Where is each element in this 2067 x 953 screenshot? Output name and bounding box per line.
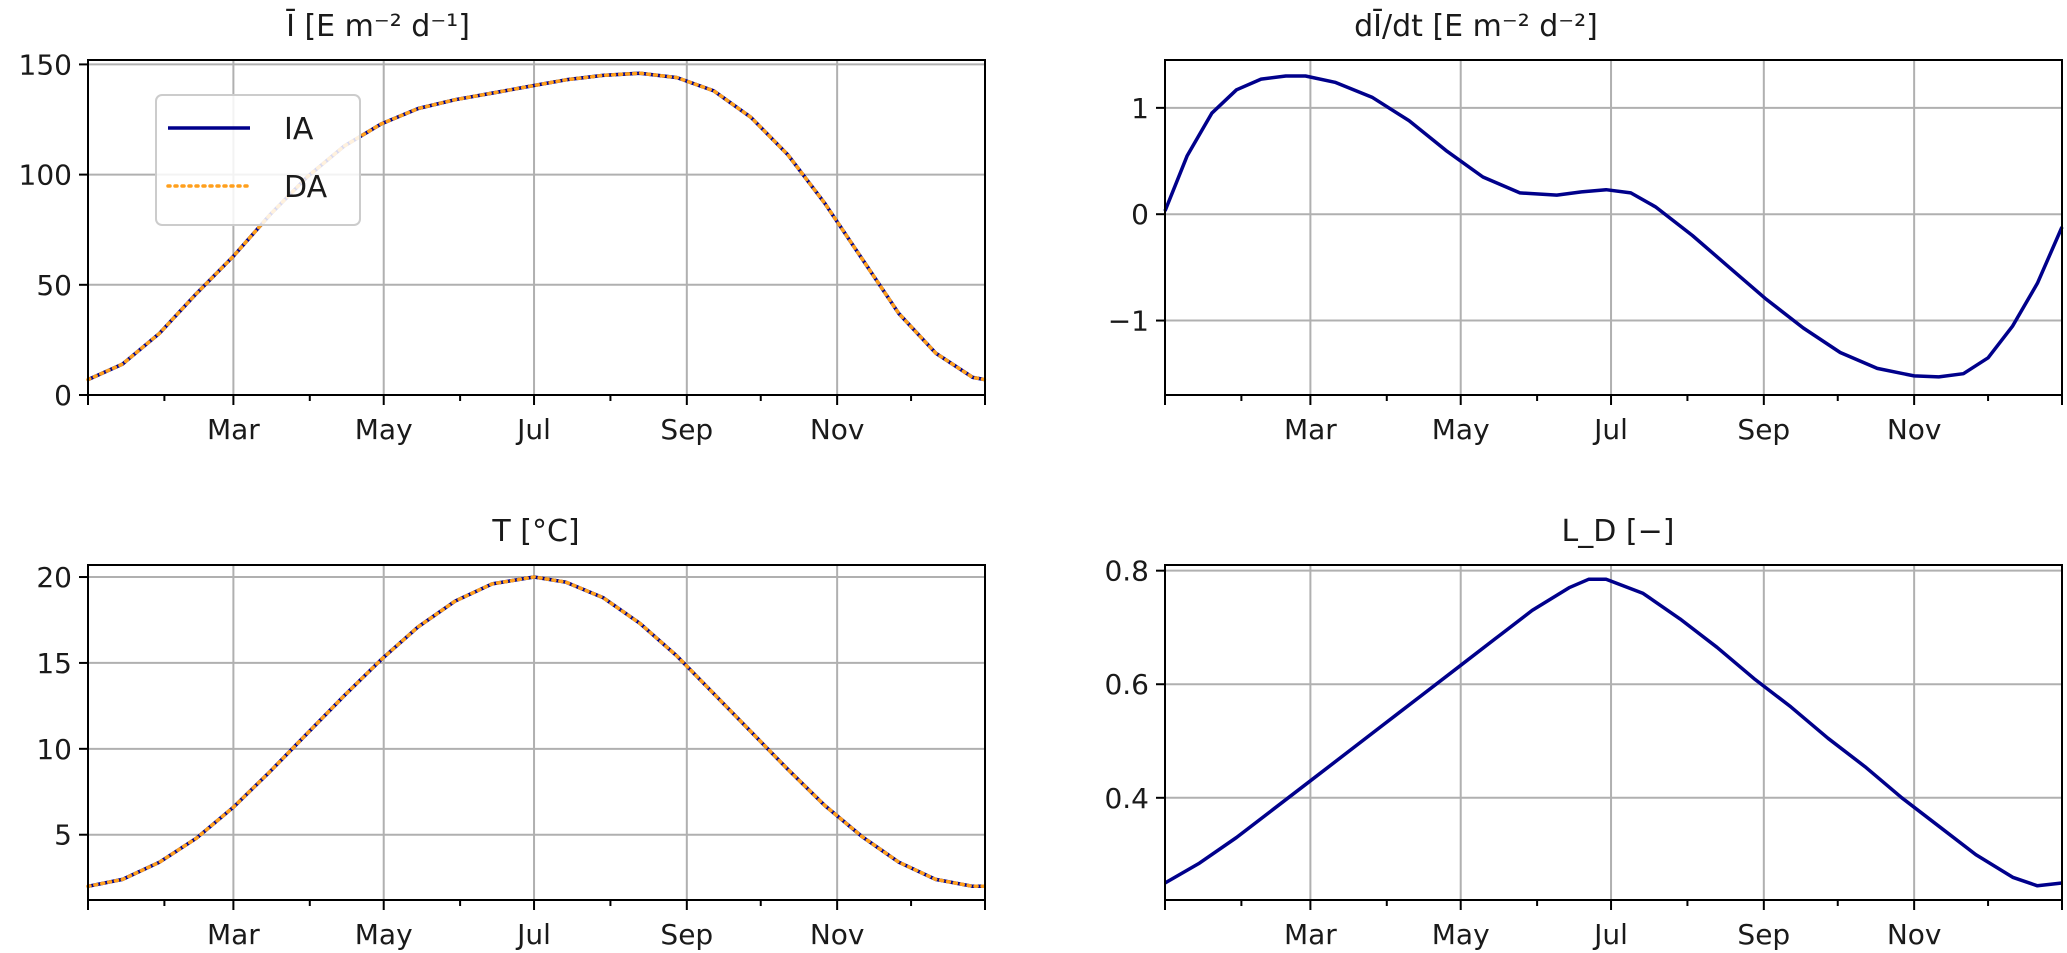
y-tick-label: 1 [1131, 92, 1149, 125]
axes-frame [87, 59, 986, 396]
y-tick-label: 0.8 [1104, 555, 1149, 588]
x-tick-label: May [1432, 918, 1490, 951]
x-tick-label: Nov [1887, 413, 1942, 446]
y-tick-label: 150 [19, 48, 72, 81]
x-tick-label: May [355, 413, 413, 446]
panel-title: dĪ/dt [E m⁻² d⁻²] [1354, 8, 1598, 44]
y-tick-label: 0 [1131, 198, 1149, 231]
x-tick-label: Jul [1592, 413, 1628, 446]
x-tick-label: Nov [810, 413, 865, 446]
legend-label-da: DA [284, 170, 328, 205]
y-tick-label: 0 [54, 379, 72, 412]
y-tick-label: −1 [1108, 305, 1149, 338]
x-tick-label: Sep [660, 413, 713, 446]
y-tick-label: 0.6 [1104, 668, 1149, 701]
panel-title: T [°C] [491, 514, 579, 549]
legend: IA DA [155, 94, 361, 226]
x-tick-label: Jul [1592, 918, 1628, 951]
panel-title: Ī [E m⁻² d⁻¹] [286, 8, 470, 44]
x-tick-label: Jul [515, 918, 551, 951]
series-line [1164, 577, 2063, 888]
x-tick-label: May [355, 918, 413, 951]
axes-frame [87, 564, 986, 901]
y-tick-label: 5 [54, 819, 72, 852]
x-tick-label: Mar [207, 918, 260, 951]
panel-title: L_D [−] [1562, 514, 1675, 549]
x-tick-label: Mar [1284, 918, 1337, 951]
y-tick-label: 0.4 [1104, 782, 1149, 815]
y-tick-label: 20 [36, 561, 72, 594]
x-tick-label: Mar [1284, 413, 1337, 446]
legend-label-ia: IA [284, 112, 314, 147]
y-tick-label: 15 [36, 647, 72, 680]
x-tick-label: Mar [207, 413, 260, 446]
legend-box [155, 94, 361, 226]
x-tick-label: Sep [1737, 413, 1790, 446]
axes-frame [1164, 59, 2063, 396]
panel-temperature: T [°C] 20 15 10 5 Mar May Jul Sep Nov [36, 514, 987, 951]
x-tick-label: Sep [1737, 918, 1790, 951]
x-tick-label: Nov [1887, 918, 1942, 951]
x-tick-label: Sep [660, 918, 713, 951]
series-line-da [86, 71, 987, 382]
panel-irradiance-derivative: dĪ/dt [E m⁻² d⁻²] 1 0 −1 Mar May Jul Sep Nov [1108, 8, 2064, 446]
y-tick-label: 100 [19, 159, 72, 192]
panel-irradiance: Ī [E m⁻² d⁻¹] 0 50 100 150 Mar May Jul Sep Nov I… [19, 8, 987, 446]
x-tick-label: Jul [515, 413, 551, 446]
y-tick-label: 10 [36, 733, 72, 766]
x-tick-label: May [1432, 413, 1490, 446]
y-tick-label: 50 [36, 269, 72, 302]
series-line [1163, 74, 2064, 379]
axes-frame [1164, 564, 2063, 901]
x-tick-label: Nov [810, 918, 865, 951]
series-line-da [86, 575, 987, 889]
panel-day-length: L_D [−] 0.8 0.6 0.4 Mar May Jul Sep Nov [1104, 514, 2063, 951]
